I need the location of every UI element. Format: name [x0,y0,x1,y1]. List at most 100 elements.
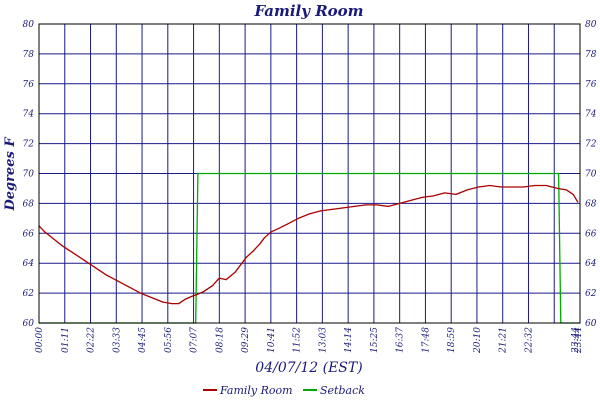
x-tick-11: 13:03 [318,327,328,353]
y-tick-left-80: 80 [23,20,35,30]
family-room-point-4 [72,252,74,254]
x-tick-5: 05:56 [164,327,174,353]
x-tick-8: 09:29 [241,327,251,353]
family-room-point-48 [489,184,491,187]
x-tick-10: 11:52 [293,327,303,353]
family-room-point-37 [365,204,367,206]
family-room-point-32 [308,213,311,215]
family-room-point-47 [477,186,480,188]
family-room-point-12 [162,301,164,303]
family-room-point-38 [376,204,378,206]
x-axis-label: 04/07/12 (EST) [255,360,362,376]
family-room-point-53 [545,184,547,187]
family-room-point-35 [342,207,344,209]
y-tick-right-62: 62 [585,289,597,299]
family-room-point-17 [196,293,198,296]
family-room-point-3 [60,244,63,246]
y-tick-left-72: 72 [23,140,35,150]
x-tick-1: 01:11 [61,327,71,353]
x-tick-16: 18:59 [447,327,457,353]
family-room-point-7 [106,274,108,276]
family-room-point-20 [218,277,220,279]
family-room-point-34 [331,208,333,210]
setback-point-3 [557,172,560,175]
family-room-point-36 [353,205,356,207]
y-tick-right-70: 70 [585,170,597,180]
family-room-point-15 [184,298,187,300]
y-tick-right-68: 68 [585,199,597,209]
family-room-point-29 [277,228,279,230]
y-tick-right-64: 64 [585,259,597,269]
y-tick-left-62: 62 [23,289,35,299]
x-tick-9: 10:41 [267,327,277,353]
y-tick-right-78: 78 [585,50,597,60]
family-room-point-13 [171,302,173,305]
y-tick-left-60: 60 [23,319,35,329]
family-room-point-18 [202,291,205,293]
setback-point-2 [197,172,199,175]
family-room-point-27 [263,237,266,239]
y-tick-left-64: 64 [23,259,35,269]
y-tick-left-70: 70 [23,170,35,180]
chart-title: Family Room [253,2,363,20]
family-room-point-44 [444,192,446,194]
x-tick-6: 07:07 [190,327,200,353]
family-room-point-1 [44,231,46,233]
legend: Family Room Setback [203,384,365,397]
x-tick-15: 17:48 [421,327,431,353]
family-room-point-5 [83,259,85,261]
family-room-point-24 [245,256,247,258]
family-room-point-19 [211,285,214,287]
family-room-point-46 [466,189,468,191]
x-tick-7: 08:18 [215,327,225,353]
x-tick-20: 23:44 [571,327,581,354]
family-room-point-10 [139,292,142,294]
family-room-point-6 [94,267,96,269]
y-tick-left-76: 76 [23,80,35,90]
family-room-point-30 [286,223,288,225]
family-room-point-56 [572,193,574,196]
x-tick-17: 20:10 [473,327,483,354]
family-room-point-31 [297,217,299,219]
y-axis-right-ticks: 60 62 64 66 68 70 72 74 76 78 80 [585,20,597,329]
family-room-point-22 [234,271,236,273]
family-room-point-14 [178,302,180,305]
family-room-point-40 [399,202,401,204]
family-room-point-28 [270,231,272,233]
y-axis-label: Degrees F [3,137,18,212]
family-room-point-55 [565,189,568,191]
family-room-point-45 [455,193,457,196]
x-tick-0: 00:00 [35,327,45,353]
x-tick-21: 23:44 [574,327,584,354]
y-tick-right-60: 60 [585,319,597,329]
y-tick-right-80: 80 [585,20,597,30]
x-tick-18: 21:21 [499,327,509,354]
family-room-point-54 [556,187,559,190]
family-room-point-9 [128,286,130,288]
x-tick-3: 03:33 [112,327,122,353]
family-room-point-42 [421,196,423,199]
x-tick-14: 16:37 [396,327,406,353]
family-room-point-57 [577,201,579,203]
x-tick-19: 22:32 [524,327,534,354]
legend-label-setback: Setback [320,384,365,397]
family-room-point-33 [320,210,322,212]
family-room-point-49 [500,186,502,188]
y-tick-left-66: 66 [23,229,35,239]
family-room-point-25 [252,250,254,252]
family-room-point-8 [117,280,119,282]
x-tick-4: 04:45 [138,327,148,353]
x-tick-12: 14:14 [344,327,354,353]
x-tick-13: 15:25 [370,327,380,353]
family-room-point-11 [151,296,153,299]
y-tick-left-74: 74 [23,110,35,120]
y-tick-right-74: 74 [585,110,597,120]
y-axis-left-ticks: 60 62 64 66 68 70 72 74 76 78 80 [23,20,35,329]
y-tick-right-66: 66 [585,229,597,239]
family-room-point-21 [225,279,227,281]
x-tick-2: 02:22 [87,327,97,353]
y-tick-right-76: 76 [585,80,597,90]
family-room-series [38,184,579,305]
